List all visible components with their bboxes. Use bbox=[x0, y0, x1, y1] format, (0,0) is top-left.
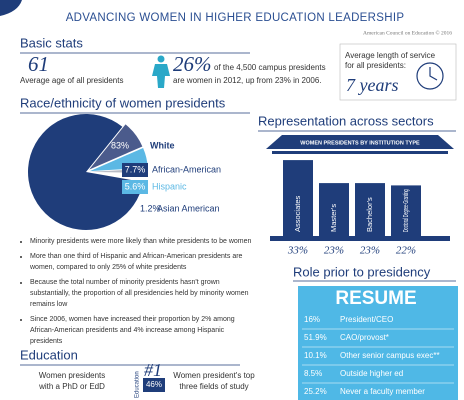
bar bbox=[391, 185, 421, 236]
rank: #1 bbox=[144, 360, 162, 380]
source: American Council on Education © 2016 bbox=[363, 29, 452, 36]
section-title: Race/ethnicity of women presidents bbox=[20, 95, 226, 110]
bar-label: Bachelor's bbox=[365, 197, 374, 232]
stat-value: 61 bbox=[28, 52, 49, 76]
beam bbox=[272, 151, 448, 154]
label-box bbox=[122, 163, 148, 177]
woman-icon bbox=[152, 55, 170, 88]
data-label: 7.7% bbox=[125, 164, 146, 174]
resume-heading: RESUME bbox=[335, 288, 416, 309]
data-label: 23% bbox=[324, 245, 344, 257]
legend-label: African-American bbox=[152, 164, 221, 174]
finding: More than one third of Hispanic and Afri… bbox=[30, 251, 258, 273]
data-label: 5.6% bbox=[125, 181, 146, 191]
section-title: Basic stats bbox=[20, 35, 83, 50]
bar bbox=[283, 160, 313, 236]
legend-label: Asian American bbox=[157, 203, 220, 213]
stat-label: of the 4,500 campus presidents bbox=[214, 63, 326, 72]
stat-label: for all presidents: bbox=[345, 61, 406, 70]
role-value: 25.2% bbox=[304, 387, 327, 396]
role-value: 51.9% bbox=[304, 333, 327, 342]
role-label: President/CEO bbox=[340, 315, 393, 324]
stat-label: with a PhD or EdD bbox=[38, 382, 105, 391]
data-label: 23% bbox=[360, 245, 380, 257]
role-label: Outside higher ed bbox=[340, 369, 403, 378]
bar bbox=[319, 183, 349, 236]
page-title: ADVANCING WOMEN IN HIGHER EDUCATION LEAD… bbox=[66, 12, 405, 24]
stat-label: Average length of service bbox=[345, 51, 436, 60]
findings-list: Minority presidents were more likely tha… bbox=[20, 236, 258, 351]
role-label: Other senior campus exec** bbox=[340, 351, 440, 360]
finding: Since 2006, women have increased their p… bbox=[30, 314, 258, 347]
clock-icon bbox=[416, 62, 444, 90]
pie-slice bbox=[28, 114, 144, 231]
stat-value: 26% bbox=[173, 52, 212, 76]
base bbox=[270, 236, 450, 241]
role-label: Never a faculty member bbox=[340, 387, 425, 396]
decoration bbox=[0, 0, 22, 16]
stat-value: 7 years bbox=[346, 75, 399, 95]
stat-label: Women presidents bbox=[39, 371, 106, 380]
section-title: Education bbox=[20, 347, 78, 362]
pie-slice bbox=[89, 124, 143, 170]
role-value: 10.1% bbox=[304, 351, 327, 360]
resume-box bbox=[298, 286, 458, 400]
role-value: 8.5% bbox=[304, 369, 322, 378]
field-value: 46% bbox=[146, 380, 162, 389]
stat-label: Women president's top bbox=[173, 371, 255, 380]
bar-label: Doctoral Degree-Granting bbox=[401, 189, 410, 232]
finding: Minority presidents were more likely tha… bbox=[30, 236, 258, 247]
chart-subtitle: WOMEN PRESIDENTS BY INSTITUTION TYPE bbox=[300, 140, 420, 146]
data-label: 1.2% bbox=[140, 203, 161, 213]
section-title: Role prior to presidency bbox=[293, 264, 431, 279]
field: Education bbox=[135, 371, 141, 398]
data-label: 83% bbox=[111, 140, 129, 150]
stat-box bbox=[339, 43, 457, 101]
value-box bbox=[143, 378, 165, 392]
bar-label: Associates bbox=[293, 195, 302, 232]
legend-label: Hispanic bbox=[152, 181, 187, 191]
label-box bbox=[122, 180, 148, 194]
data-label: 22% bbox=[396, 245, 416, 257]
roof bbox=[266, 135, 454, 149]
stat-label: Average age of all presidents bbox=[20, 76, 123, 85]
stat-label: three fields of study bbox=[179, 382, 248, 391]
legend-label: White bbox=[150, 140, 175, 150]
finding: Because the total number of minority pre… bbox=[30, 277, 258, 310]
role-value: 16% bbox=[304, 315, 320, 324]
section-title: Representation across sectors bbox=[258, 113, 434, 128]
bar bbox=[355, 183, 385, 236]
role-label: CAO/provost* bbox=[340, 333, 389, 342]
bar-label: Master's bbox=[329, 204, 338, 232]
stat-label: are women in 2012, up from 23% in 2006. bbox=[173, 76, 322, 85]
data-label: 33% bbox=[287, 245, 308, 257]
